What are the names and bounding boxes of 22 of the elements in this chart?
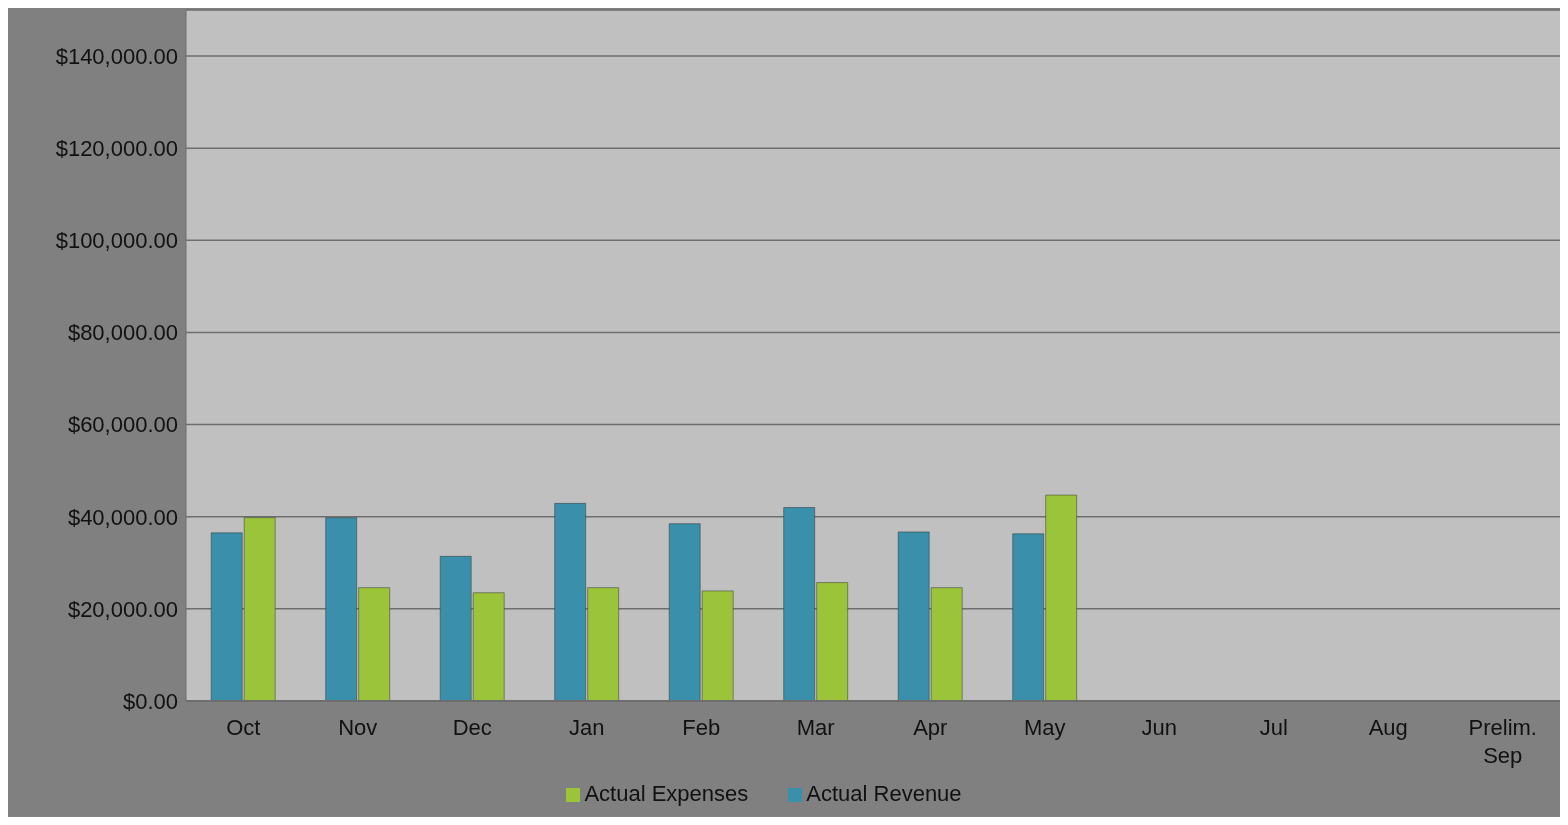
legend-label: Actual Expenses xyxy=(584,781,749,806)
legend-label: Actual Revenue xyxy=(806,781,962,806)
x-tick-label: May xyxy=(1023,715,1066,740)
x-tick-label: Jul xyxy=(1259,715,1288,740)
x-tick-label: Feb xyxy=(682,715,721,740)
x-tick-label: Aug xyxy=(1368,715,1408,740)
x-tick-label: Apr xyxy=(913,715,948,740)
x-tick-label: Jan xyxy=(569,715,605,740)
y-tick-label: $140,000.00 xyxy=(55,43,178,69)
y-tick-label: $120,000.00 xyxy=(55,136,178,162)
x-tick-label: Oct xyxy=(226,715,261,740)
y-tick-label: $20,000.00 xyxy=(67,596,178,622)
x-tick-label: Jun xyxy=(1141,715,1177,740)
y-tick-label: $40,000.00 xyxy=(67,504,178,530)
x-tick-label: Dec xyxy=(452,715,492,740)
y-tick-label: $0.00 xyxy=(122,688,178,714)
x-tick-label: Nov xyxy=(338,715,378,740)
y-tick-label: $60,000.00 xyxy=(67,412,178,438)
y-tick-label: $80,000.00 xyxy=(67,320,178,346)
x-tick-label: Mar xyxy=(796,715,835,740)
x-tick-label: Prelim. Sep xyxy=(1468,715,1537,768)
y-tick-label: $100,000.00 xyxy=(55,228,178,254)
